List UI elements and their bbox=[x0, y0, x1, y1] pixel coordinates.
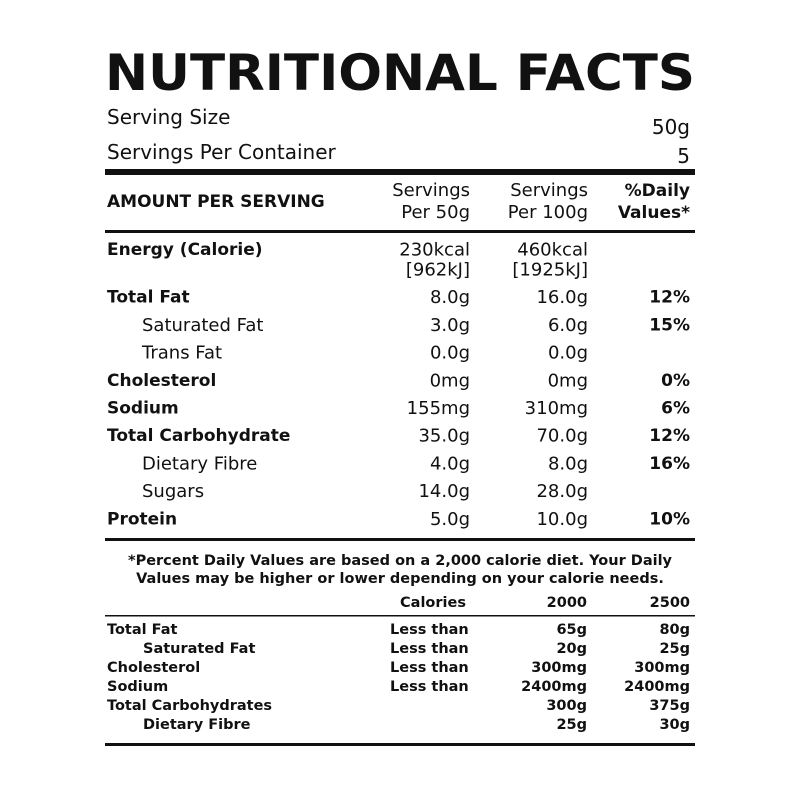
per-100g: [1925kJ] bbox=[512, 260, 588, 281]
per-50g: 14.0g bbox=[418, 481, 470, 502]
per-100g: 0.0g bbox=[548, 343, 588, 364]
reference-2000: 20g bbox=[556, 641, 587, 657]
nutrient-label: Energy (Calorie) bbox=[107, 240, 263, 260]
divider bbox=[105, 615, 695, 617]
reference-2000: 25g bbox=[556, 717, 587, 733]
reference-label: Total Carbohydrates bbox=[107, 698, 272, 714]
daily-value: 12% bbox=[649, 426, 690, 446]
per-100g: 460kcal bbox=[517, 240, 588, 261]
column-header: Values* bbox=[618, 203, 690, 223]
per-50g: 230kcal bbox=[399, 240, 470, 261]
daily-value: 6% bbox=[661, 399, 690, 419]
daily-value: 0% bbox=[661, 371, 690, 391]
reference-label: Sodium bbox=[107, 679, 168, 695]
column-header: Per 100g bbox=[508, 202, 588, 223]
serving-size-label: Serving Size bbox=[107, 105, 230, 129]
servings-per-container-value: 5 bbox=[677, 144, 690, 168]
reference-2500: 300mg bbox=[634, 660, 690, 676]
per-50g: 5.0g bbox=[430, 509, 470, 530]
reference-2500: 25g bbox=[659, 641, 690, 657]
title: NUTRITIONAL FACTS bbox=[105, 44, 695, 102]
per-50g: 8.0g bbox=[430, 287, 470, 308]
per-100g: 28.0g bbox=[536, 481, 588, 502]
per-50g: 35.0g bbox=[418, 426, 470, 447]
reference-label: Total Fat bbox=[107, 622, 178, 638]
reference-2000: 65g bbox=[556, 622, 587, 638]
daily-value: 12% bbox=[649, 288, 690, 308]
per-50g: 4.0g bbox=[430, 453, 470, 474]
per-50g: 3.0g bbox=[430, 315, 470, 336]
nutrient-label: Cholesterol bbox=[107, 371, 216, 391]
daily-value: 15% bbox=[649, 315, 690, 335]
per-100g: 16.0g bbox=[536, 287, 588, 308]
per-100g: 6.0g bbox=[548, 315, 588, 336]
nutrient-label: Trans Fat bbox=[141, 343, 222, 364]
reference-header: Calories bbox=[400, 595, 466, 611]
column-header: Servings bbox=[392, 180, 470, 201]
per-50g: 0mg bbox=[430, 370, 470, 391]
column-header: Per 50g bbox=[401, 202, 470, 223]
column-header: AMOUNT PER SERVING bbox=[107, 192, 325, 212]
reference-label: Cholesterol bbox=[107, 660, 200, 676]
footnote: *Percent Daily Values are based on a 2,0… bbox=[128, 553, 673, 569]
nutrient-label: Protein bbox=[107, 509, 177, 529]
nutrient-label: Dietary Fibre bbox=[142, 453, 257, 474]
reference-qualifier: Less than bbox=[390, 641, 469, 657]
column-header: %Daily bbox=[625, 181, 690, 201]
reference-qualifier: Less than bbox=[390, 679, 469, 695]
per-100g: 70.0g bbox=[536, 426, 588, 447]
reference-2500: 375g bbox=[649, 698, 690, 714]
nutrient-label: Total Carbohydrate bbox=[107, 426, 290, 446]
reference-2000: 300mg bbox=[531, 660, 587, 676]
per-50g: [962kJ] bbox=[406, 260, 470, 281]
reference-2000: 2400mg bbox=[521, 679, 587, 695]
per-100g: 10.0g bbox=[536, 509, 588, 530]
daily-value: 10% bbox=[649, 509, 690, 529]
serving-size-value: 50g bbox=[652, 115, 690, 139]
nutrient-label: Total Fat bbox=[107, 288, 190, 308]
nutrient-label: Saturated Fat bbox=[142, 315, 263, 336]
per-100g: 8.0g bbox=[548, 453, 588, 474]
divider bbox=[105, 169, 695, 175]
nutrient-label: Sugars bbox=[142, 481, 204, 502]
divider bbox=[105, 743, 695, 746]
nutrient-label: Sodium bbox=[107, 399, 179, 419]
per-100g: 0mg bbox=[548, 370, 588, 391]
reference-2000: 300g bbox=[546, 698, 587, 714]
daily-value: 16% bbox=[649, 454, 690, 474]
per-50g: 155mg bbox=[407, 398, 470, 419]
reference-2500: 2400mg bbox=[624, 679, 690, 695]
reference-header: 2500 bbox=[650, 595, 690, 611]
servings-per-container-label: Servings Per Container bbox=[107, 140, 337, 164]
per-100g: 310mg bbox=[525, 398, 588, 419]
per-50g: 0.0g bbox=[430, 343, 470, 364]
footnote: Values may be higher or lower depending … bbox=[136, 571, 664, 587]
reference-label: Saturated Fat bbox=[143, 641, 255, 657]
column-header: Servings bbox=[510, 180, 588, 201]
reference-qualifier: Less than bbox=[390, 622, 469, 638]
divider bbox=[105, 230, 695, 233]
reference-label: Dietary Fibre bbox=[143, 717, 251, 733]
reference-2500: 30g bbox=[659, 717, 690, 733]
reference-qualifier: Less than bbox=[390, 660, 469, 676]
divider bbox=[105, 538, 695, 541]
reference-header: 2000 bbox=[547, 595, 587, 611]
reference-2500: 80g bbox=[659, 622, 690, 638]
